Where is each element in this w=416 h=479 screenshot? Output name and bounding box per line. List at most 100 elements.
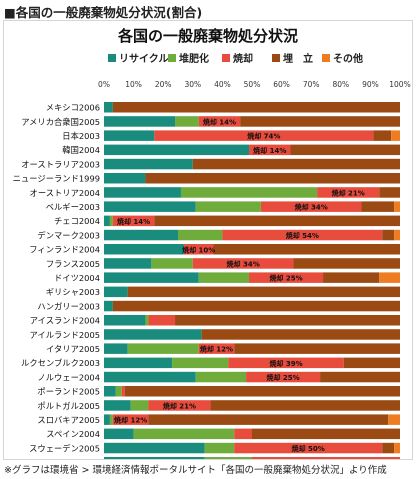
bar-segment [104, 229, 178, 241]
bar-segment [210, 400, 400, 411]
bar-segment [201, 329, 400, 340]
x-tick-label: 0% [98, 80, 110, 89]
bar-segment [394, 201, 400, 212]
bar-segment [382, 442, 395, 454]
bar-segment [391, 130, 400, 141]
legend-label-2: 焼却 [233, 52, 253, 65]
bar-segment [115, 386, 122, 397]
bar-segment [320, 371, 400, 383]
bar-data-label: 焼却 39% [269, 359, 302, 368]
bar-segment [154, 215, 400, 227]
bar-segment [127, 286, 401, 298]
bar-segment [104, 286, 128, 298]
bar-segment [104, 258, 152, 269]
bar-segment [121, 386, 125, 397]
bar-data-label: 焼却 21% [163, 401, 196, 410]
bar-segment [104, 187, 181, 198]
bar-segment [104, 130, 155, 141]
legend-label-0: リサイクル [119, 53, 169, 65]
bar-segment [222, 229, 383, 241]
bar-segment [145, 315, 149, 326]
bar-segment [379, 272, 400, 283]
bar-segment [192, 258, 294, 269]
bar-segment [104, 102, 113, 113]
bar-segment [249, 272, 324, 283]
category-label: ハンガリー2003 [37, 301, 100, 311]
bar-segment [252, 457, 400, 459]
bar-segment [104, 386, 116, 397]
bar-data-label: 焼却 14% [117, 217, 150, 226]
bar-segment [104, 173, 146, 184]
bar-segment [104, 357, 173, 369]
bar-data-label: 焼却 10% [182, 245, 215, 254]
category-label: オーストリア2004 [30, 188, 100, 198]
bar-segment [112, 300, 400, 312]
bar-data-label: 焼却 12% [114, 416, 147, 425]
bar-segment [195, 201, 261, 212]
bar-segment [109, 414, 113, 425]
bar-segment [124, 386, 400, 397]
category-label: フランス2005 [46, 259, 100, 269]
bar-segment [290, 144, 400, 156]
bar-segment [104, 300, 113, 312]
category-label: アメリカ合衆国2005 [21, 117, 100, 127]
legend-swatch-3 [272, 54, 280, 62]
bar-segment [109, 215, 113, 227]
bar-segment [388, 414, 400, 425]
bar-data-label: 焼却 74% [247, 132, 280, 141]
x-tick-label: 50% [244, 80, 261, 89]
bar-data-label: 焼却 54% [286, 231, 319, 240]
bar-segment [148, 414, 389, 425]
bar-segment [317, 187, 380, 198]
category-label: チェコ2004 [54, 216, 100, 226]
bar-data-label: 焼却 25% [269, 274, 302, 283]
legend-label-4: その他 [333, 52, 363, 65]
category-label: ポルトガル2005 [37, 401, 100, 411]
bar-segment [154, 130, 374, 141]
bar-segment [104, 414, 110, 425]
bar-segment [175, 116, 199, 127]
bar-segment [198, 116, 241, 127]
bar-segment [204, 457, 252, 459]
x-tick-label: 90% [362, 80, 379, 89]
category-label: スロバキア2005 [37, 415, 100, 425]
category-label: スペイン2004 [46, 429, 100, 439]
bar-segment [145, 173, 400, 184]
page-title: ■各国の一般廃棄物処分状況(割合) [4, 5, 203, 20]
bar-segment [104, 244, 184, 255]
legend-swatch-2 [222, 54, 230, 62]
bar-data-label: 焼却 14% [253, 146, 286, 155]
bar-segment [213, 244, 400, 255]
bar-segment [394, 442, 400, 454]
bar-segment [260, 201, 362, 212]
bar-segment [112, 414, 149, 425]
category-labels: メキシコ2006 アメリカ合衆国2005 日本2003 韓国2004 オーストラリア20… [13, 103, 100, 459]
bar-segment [172, 357, 229, 369]
bar-segment [198, 343, 235, 354]
bar-segment [234, 343, 400, 354]
chart-title: 各国の一般廃棄物処分状況 [117, 27, 298, 45]
bar-data-label: 焼却 34% [295, 203, 328, 212]
category-label: ノルウェー2004 [37, 372, 100, 382]
bar-segment [183, 244, 214, 255]
category-label: ギリシャ2003 [46, 287, 100, 297]
bar-segment [382, 229, 395, 241]
bar-segment [104, 442, 205, 454]
bar-segment [361, 201, 395, 212]
bar-segment [104, 343, 128, 354]
category-label: 日本2003 [62, 131, 100, 141]
chart-frame: 各国の一般廃棄物処分状況 リサイクル 堆肥化 焼却 埋 立 その他 0% 10% 20% 30… [3, 20, 413, 460]
bar-segment [104, 116, 176, 127]
bar-segment [112, 102, 400, 113]
category-label: ポーランド2005 [37, 387, 100, 397]
bar-segment [104, 215, 110, 227]
bar-segment [379, 187, 400, 198]
bar-segment [148, 315, 176, 326]
bar-segment [195, 371, 247, 383]
bar-segment [104, 371, 196, 383]
category-label: ドイツ2004 [54, 273, 100, 283]
bar-labels: 焼却 14% 焼却 74% 焼却 14% 焼却 21% 焼却 34% 焼却 14% 焼却 5… [114, 117, 365, 459]
bar-segment [198, 272, 250, 283]
bar-segment [234, 442, 383, 454]
legend-label-1: 堆肥化 [179, 52, 209, 65]
